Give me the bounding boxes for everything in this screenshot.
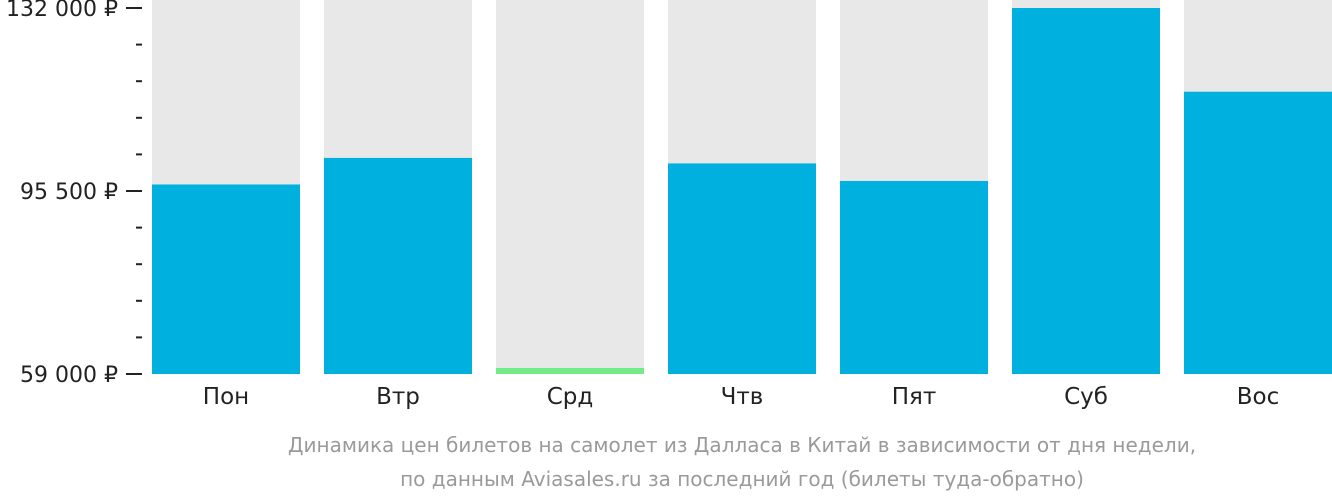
- weekday-price-chart: 132 000 ₽ 95 500 ₽ 59 000 ₽ Пон Втр Срд Чтв Пя…: [6, 0, 1332, 410]
- y-tick-label: 132 000 ₽: [6, 0, 118, 22]
- chart-caption-line-1: Динамика цен билетов на самолет из Далла…: [287, 433, 1197, 457]
- x-tick-label: Чтв: [721, 384, 764, 410]
- y-axis: 132 000 ₽ 95 500 ₽ 59 000 ₽: [6, 0, 142, 388]
- x-tick-label: Пят: [892, 384, 937, 410]
- bar: [324, 157, 472, 374]
- x-tick-label: Втр: [376, 384, 420, 410]
- bar: [1184, 91, 1332, 375]
- bar: [496, 367, 644, 374]
- x-tick-label: Срд: [547, 384, 594, 410]
- bar: [840, 180, 988, 374]
- y-tick-label: 59 000 ₽: [20, 363, 118, 388]
- x-tick-label: Пон: [203, 384, 249, 410]
- bar: [152, 184, 300, 374]
- bar-background: [496, 0, 644, 374]
- y-tick-label: 95 500 ₽: [20, 180, 118, 205]
- x-axis: Пон Втр Срд Чтв Пят Суб Вос: [203, 384, 1279, 410]
- chart-caption-line-2: по данным Aviasales.ru за последний год …: [400, 467, 1084, 491]
- x-tick-label: Суб: [1064, 384, 1108, 410]
- bar: [1012, 8, 1160, 374]
- bars: [152, 0, 1332, 375]
- x-tick-label: Вос: [1237, 384, 1280, 410]
- bar: [668, 163, 816, 374]
